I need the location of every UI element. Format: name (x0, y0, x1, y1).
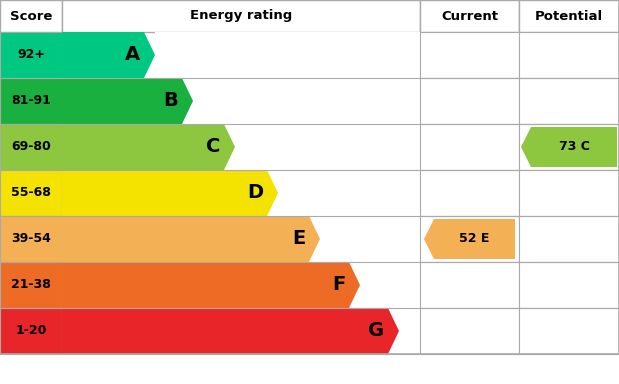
Bar (420, 216, 519, 262)
Bar (519, 216, 619, 262)
Text: Score: Score (10, 10, 52, 23)
Bar (420, 262, 519, 308)
Polygon shape (62, 308, 399, 354)
Bar (0, 216, 62, 262)
Text: Current: Current (441, 10, 498, 23)
Bar (0, 124, 62, 170)
Bar (519, 0, 619, 32)
Bar (0, 308, 62, 354)
Text: 81-91: 81-91 (11, 94, 51, 108)
Bar (320, 216, 420, 262)
Bar (0, 78, 62, 124)
Text: 39-54: 39-54 (11, 232, 51, 245)
Text: F: F (332, 275, 345, 295)
Bar (519, 78, 619, 124)
Bar (420, 308, 519, 354)
Polygon shape (424, 219, 515, 259)
Text: B: B (163, 91, 178, 111)
Text: 69-80: 69-80 (11, 141, 51, 154)
Bar (420, 78, 519, 124)
Text: Energy rating: Energy rating (190, 10, 292, 23)
Bar (519, 308, 619, 354)
Text: D: D (247, 184, 263, 202)
Bar (420, 170, 519, 216)
Bar (193, 78, 420, 124)
Polygon shape (521, 127, 617, 167)
Bar (235, 124, 420, 170)
Bar (155, 32, 420, 78)
Bar (420, 124, 519, 170)
Bar (360, 262, 420, 308)
Polygon shape (62, 32, 155, 78)
Polygon shape (62, 124, 235, 170)
Bar (278, 170, 420, 216)
Bar (0, 170, 62, 216)
Polygon shape (62, 170, 278, 216)
Bar (0, 32, 62, 78)
Bar (62, 0, 420, 32)
Bar (420, 32, 519, 78)
Text: 92+: 92+ (17, 48, 45, 61)
Text: G: G (368, 321, 384, 341)
Text: 55-68: 55-68 (11, 187, 51, 200)
Polygon shape (62, 216, 320, 262)
Text: 73 C: 73 C (558, 141, 589, 154)
Bar (399, 308, 420, 354)
Text: A: A (125, 45, 140, 65)
Text: 52 E: 52 E (459, 232, 490, 245)
Bar (420, 0, 519, 32)
Text: 21-38: 21-38 (11, 278, 51, 291)
Bar (519, 32, 619, 78)
Bar (0, 262, 62, 308)
Text: Potential: Potential (535, 10, 603, 23)
Text: 1-20: 1-20 (15, 324, 46, 338)
Bar (0, 0, 62, 32)
Bar (519, 262, 619, 308)
Text: E: E (292, 230, 305, 248)
Text: C: C (206, 137, 220, 157)
Polygon shape (62, 78, 193, 124)
Bar (519, 170, 619, 216)
Polygon shape (62, 262, 360, 308)
Bar (519, 124, 619, 170)
